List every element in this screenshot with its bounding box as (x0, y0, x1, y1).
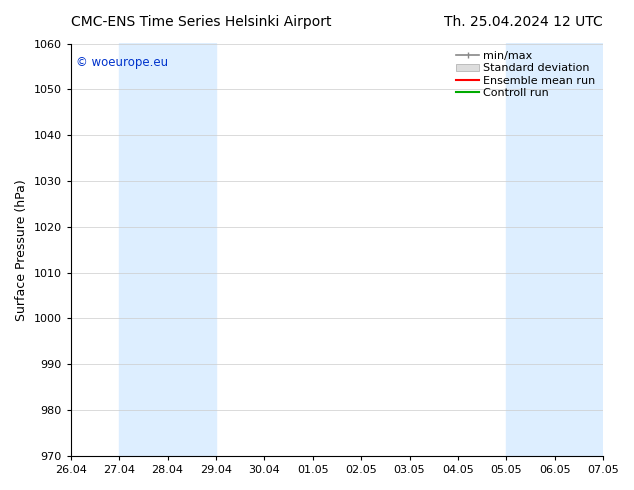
Bar (603, 44, 627, 456)
Text: CMC-ENS Time Series Helsinki Airport: CMC-ENS Time Series Helsinki Airport (71, 15, 331, 29)
Text: © woeurope.eu: © woeurope.eu (76, 56, 168, 69)
Y-axis label: Surface Pressure (hPa): Surface Pressure (hPa) (15, 179, 28, 320)
Bar (119, 44, 216, 456)
Legend: min/max, Standard deviation, Ensemble mean run, Controll run: min/max, Standard deviation, Ensemble me… (452, 47, 600, 102)
Text: Th. 25.04.2024 12 UTC: Th. 25.04.2024 12 UTC (444, 15, 603, 29)
Bar (507, 44, 603, 456)
